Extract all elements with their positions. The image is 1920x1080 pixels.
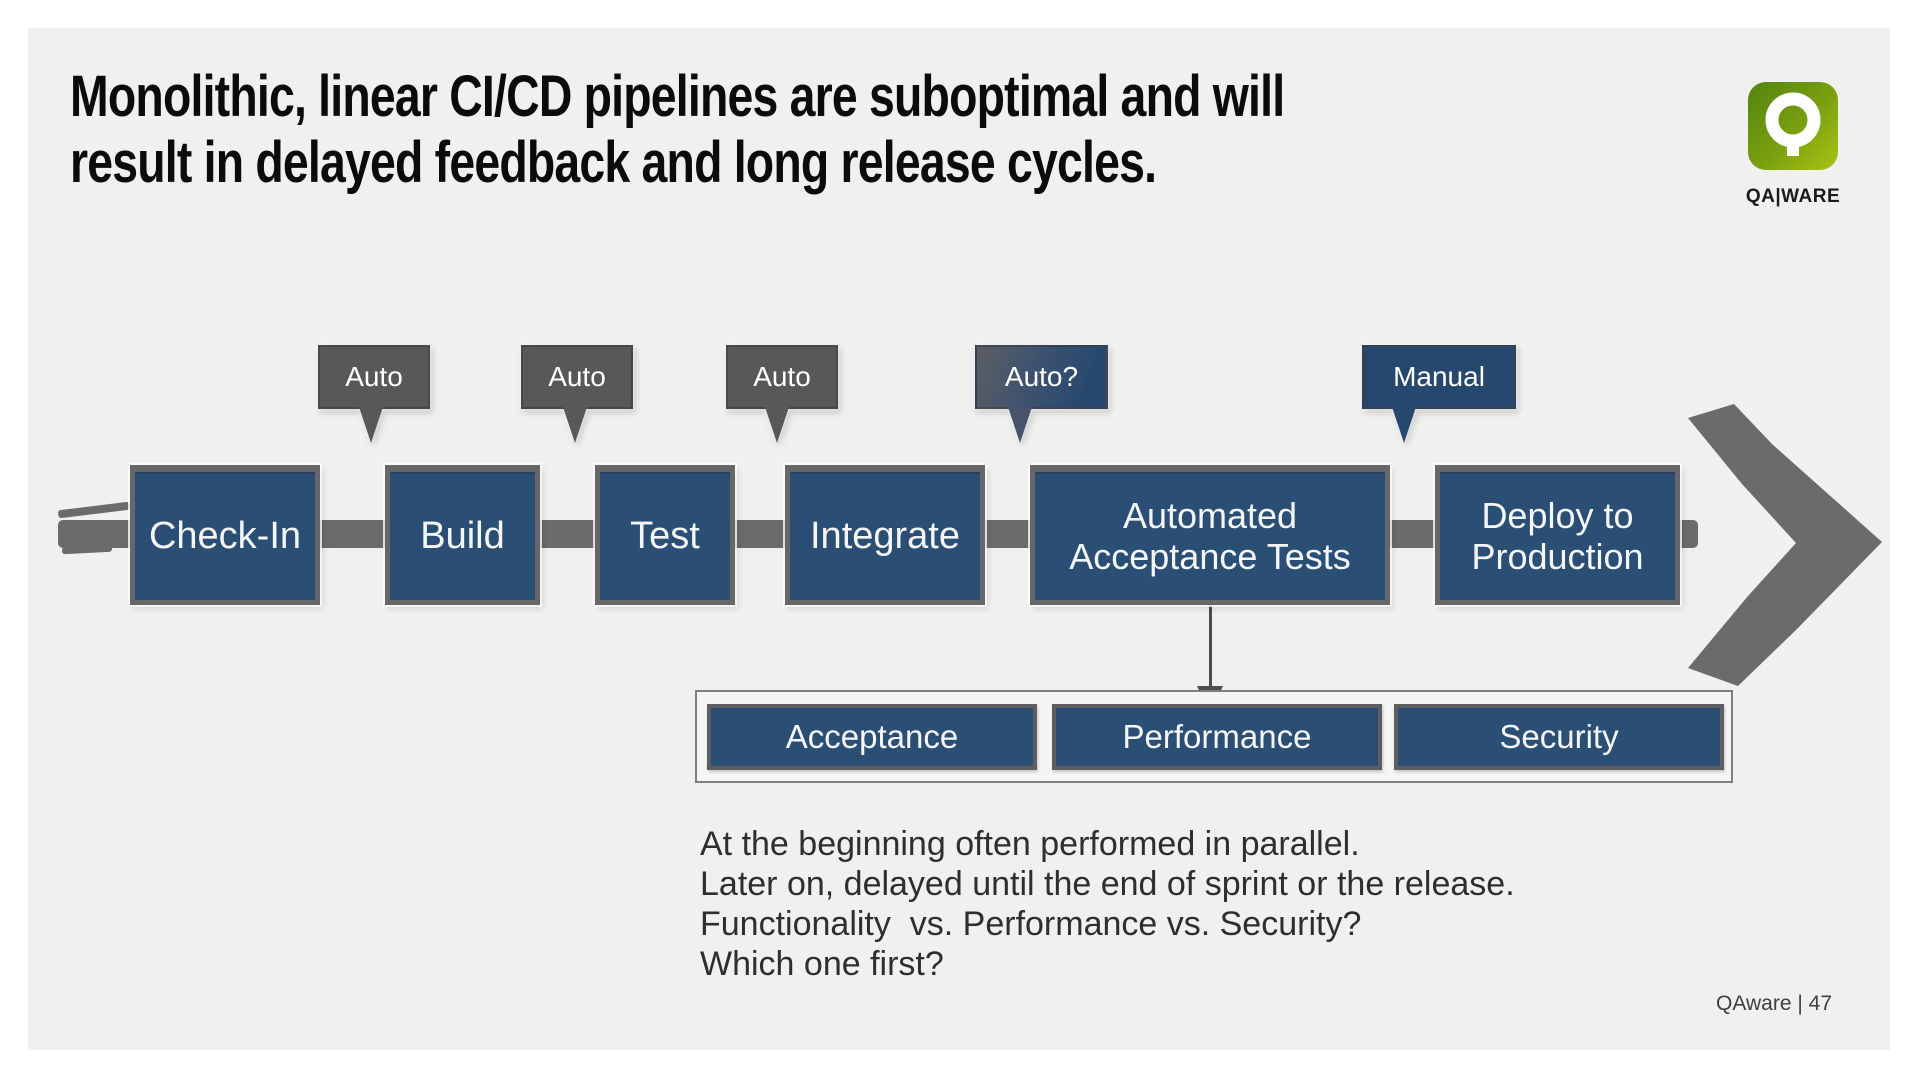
- slide-title: Monolithic, linear CI/CD pipelines are s…: [70, 64, 1590, 196]
- note-line-4: Which one first?: [700, 945, 944, 983]
- bubble-tail: [1392, 407, 1416, 443]
- slide-title-line-1: Monolithic, linear CI/CD pipelines are s…: [70, 64, 1285, 129]
- bubble-label: Auto?: [975, 345, 1108, 409]
- bubble-label: Auto: [521, 345, 633, 409]
- bubble-manual: Manual: [1362, 345, 1516, 443]
- bubble-auto-test-integrate: Auto: [726, 345, 838, 443]
- stage-test: Test: [595, 465, 735, 605]
- arrow-scribble: [57, 501, 131, 519]
- slide-page-number: QAware | 47: [1716, 992, 1832, 1015]
- stage-automated-acceptance-tests: Automated Acceptance Tests: [1030, 465, 1390, 605]
- bubble-auto-question: Auto?: [975, 345, 1108, 443]
- slide: Monolithic, linear CI/CD pipelines are s…: [28, 28, 1890, 1050]
- bubble-tail: [359, 407, 383, 443]
- test-type-security: Security: [1394, 704, 1724, 770]
- bubble-tail: [765, 407, 789, 443]
- bubble-label: Auto: [318, 345, 430, 409]
- bubble-label: Auto: [726, 345, 838, 409]
- note-line-1: At the beginning often performed in para…: [700, 825, 1360, 863]
- bubble-label: Manual: [1362, 345, 1516, 409]
- stage-build: Build: [385, 465, 540, 605]
- bubble-auto-checkin-build: Auto: [318, 345, 430, 443]
- notes-block: At the beginning often performed in para…: [700, 824, 1515, 984]
- qaware-wordmark: QA|WARE: [1745, 186, 1841, 207]
- down-arrow-line: [1209, 602, 1212, 690]
- note-line-2: Later on, delayed until the end of sprin…: [700, 865, 1515, 903]
- stage-check-in: Check-In: [130, 465, 320, 605]
- stage-integrate: Integrate: [785, 465, 985, 605]
- bubble-auto-build-test: Auto: [521, 345, 633, 443]
- pipeline-arrowhead-icon: [1688, 404, 1882, 686]
- bubble-tail: [563, 407, 587, 443]
- test-type-performance: Performance: [1052, 704, 1382, 770]
- qaware-logo-icon: [1748, 82, 1838, 170]
- slide-title-line-2: result in delayed feedback and long rele…: [70, 130, 1157, 195]
- stage-deploy-to-production: Deploy to Production: [1435, 465, 1680, 605]
- test-type-acceptance: Acceptance: [707, 704, 1037, 770]
- bubble-tail: [1008, 407, 1032, 443]
- logo-q-glyph: [1765, 92, 1821, 156]
- parallel-tests-group: Acceptance Performance Security: [695, 690, 1733, 783]
- note-line-3: Functionality vs. Performance vs. Securi…: [700, 905, 1362, 943]
- arrow-scribble: [61, 544, 113, 555]
